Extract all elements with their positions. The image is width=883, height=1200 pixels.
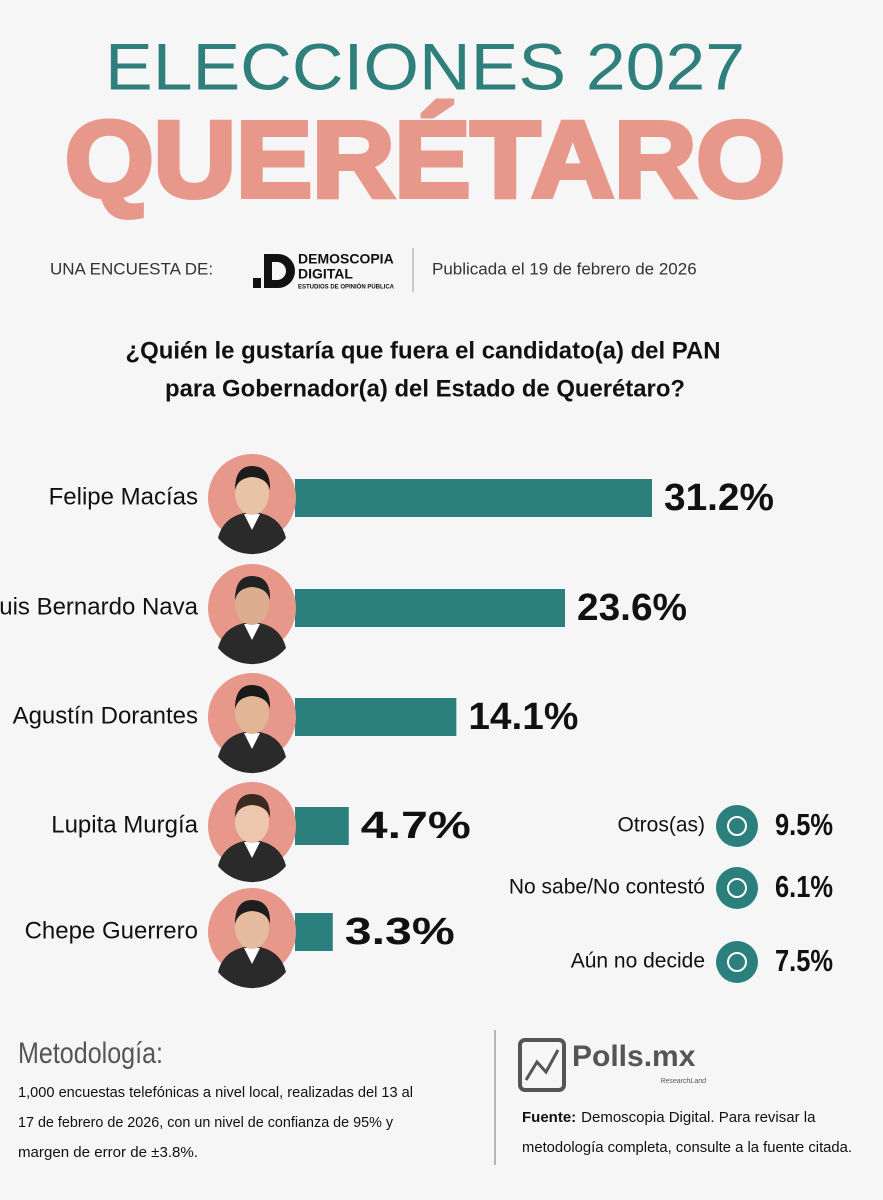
methodology-title: Metodología: — [18, 1037, 163, 1070]
logo-mark — [518, 1038, 566, 1092]
bar — [295, 589, 566, 627]
question: para Gobernador(a) del Estado de Queréta… — [165, 375, 685, 402]
suit — [218, 946, 286, 989]
candidate-name: Agustín Dorantes — [13, 702, 198, 729]
hair — [235, 900, 271, 924]
shirt — [244, 624, 260, 640]
value-label: 3.3% — [345, 911, 455, 953]
hair — [235, 685, 271, 709]
other-icon — [716, 805, 758, 847]
face — [235, 692, 269, 734]
other-value: 7.5% — [775, 943, 833, 978]
logo-text: DEMOSCOPIA — [298, 251, 394, 267]
source-label: Fuente: — [522, 1109, 576, 1126]
shirt — [244, 733, 260, 749]
logo-text: DIGITAL — [298, 266, 353, 282]
icon-glyph — [727, 878, 747, 898]
suit — [218, 622, 286, 665]
value-label: 31.2% — [664, 477, 774, 519]
candidate-photo — [208, 454, 296, 555]
suit — [218, 731, 286, 774]
suit — [218, 512, 286, 555]
bar — [295, 479, 652, 517]
polls-logo: Polls.mx ResearchLand — [518, 1038, 707, 1092]
candidate-name: Lupita Murgía — [51, 811, 198, 838]
icon-glyph — [727, 816, 747, 836]
other-label: Otros(as) — [617, 814, 705, 837]
face — [235, 801, 269, 843]
brand: Polls.mx — [572, 1040, 696, 1073]
logo-mark — [253, 278, 261, 288]
face — [235, 583, 269, 625]
bar — [295, 807, 349, 845]
face — [235, 473, 269, 515]
source-text: Fuente: Demoscopia Digital. Para revisar … — [522, 1109, 816, 1126]
brand-sub: ResearchLand — [660, 1078, 707, 1085]
hair — [235, 576, 271, 600]
survey-by: UNA ENCUESTA DE: — [50, 259, 213, 278]
hair — [235, 466, 271, 490]
published-date: Publicada el 19 de febrero de 2026 — [432, 259, 697, 278]
other-icon — [716, 941, 758, 983]
icon-glyph — [727, 952, 747, 972]
face — [235, 907, 269, 949]
candidate-name: Luis Bernardo Nava — [0, 593, 199, 620]
methodology-text: 17 de febrero de 2026, con un nivel de c… — [18, 1114, 393, 1131]
logo-text: ESTUDIOS DE OPINIÓN PÚBLICA — [298, 283, 395, 291]
logo-mark — [524, 1049, 560, 1081]
main-title: ELECCIONES 2027 — [105, 29, 745, 103]
source-line: Demoscopia Digital. Para revisar la — [581, 1109, 816, 1126]
question: ¿Quién le gustaría que fuera el candidat… — [126, 337, 721, 364]
source-line: metodología completa, consulte a la fuen… — [522, 1139, 852, 1156]
logo-mark — [264, 254, 295, 288]
methodology-text: 1,000 encuestas telefónicas a nivel loca… — [18, 1084, 413, 1101]
subtitle: QUERÉTARO — [65, 99, 785, 220]
candidate-photo — [208, 673, 296, 774]
pollster-logo: DEMOSCOPIA DIGITAL ESTUDIOS DE OPINIÓN P… — [253, 251, 395, 291]
candidate-name: Chepe Guerrero — [25, 917, 198, 944]
bar-chart: Felipe Macías 31.2% Luis Bernardo Nava 23.6… — [0, 454, 774, 989]
candidate-photo — [208, 888, 296, 989]
shirt — [244, 514, 260, 530]
other-icon — [716, 867, 758, 909]
candidate-photo — [208, 782, 296, 883]
other-answers: Otros(as) 9.5% No sabe/No contestó 6.1% Aún … — [509, 805, 833, 983]
other-value: 6.1% — [775, 869, 833, 904]
other-label: No sabe/No contestó — [509, 876, 705, 899]
shirt — [244, 842, 260, 858]
value-label: 14.1% — [468, 696, 578, 738]
other-label: Aún no decide — [571, 950, 705, 973]
value-label: 4.7% — [361, 805, 471, 847]
bar — [295, 698, 457, 736]
shirt — [244, 948, 260, 964]
other-value: 9.5% — [775, 807, 833, 842]
suit — [218, 840, 286, 883]
methodology-text: margen de error de ±3.8%. — [18, 1144, 198, 1161]
value-label: 23.6% — [577, 587, 687, 629]
hair — [235, 794, 271, 818]
candidate-name: Felipe Macías — [49, 483, 198, 510]
candidate-photo — [208, 564, 296, 665]
bar — [295, 913, 333, 951]
